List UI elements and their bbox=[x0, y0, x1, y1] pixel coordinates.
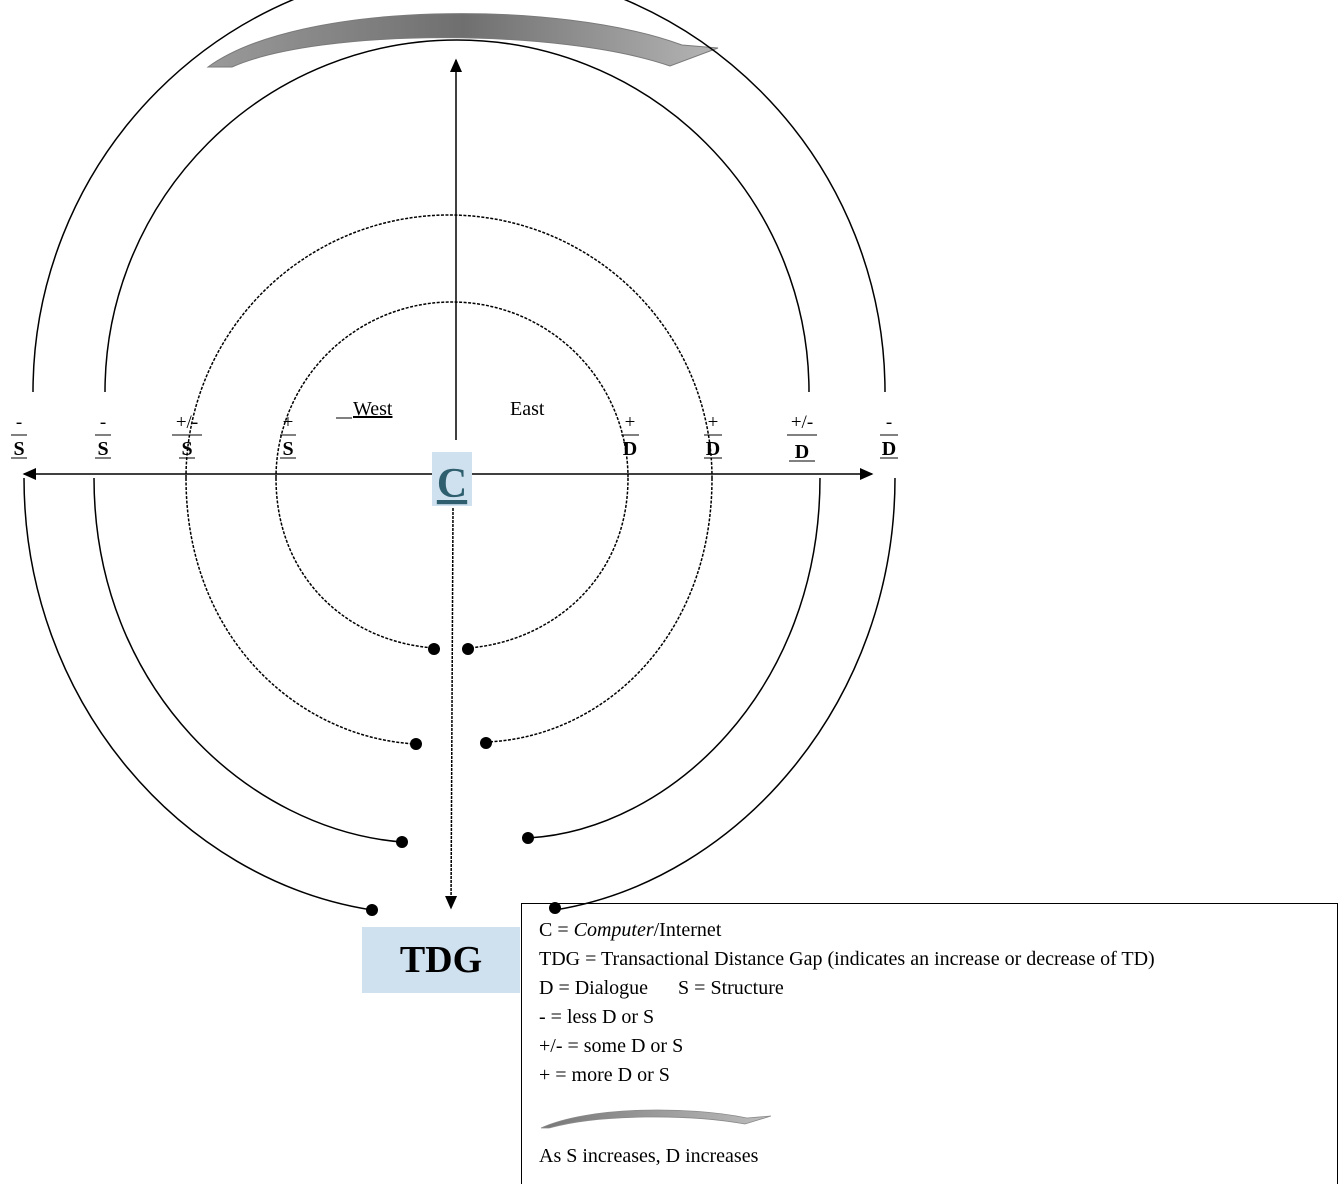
endpoint-dot bbox=[549, 902, 561, 914]
svg-text:-: - bbox=[16, 412, 22, 433]
svg-text:+/-: +/- bbox=[176, 412, 198, 433]
axis-label-east-2: + D bbox=[704, 412, 722, 460]
ring-second-left-tail bbox=[93, 477, 403, 843]
axis-label-east-4: - D bbox=[880, 412, 898, 460]
svg-text:D: D bbox=[623, 438, 637, 460]
svg-text:+/-: +/- bbox=[791, 412, 813, 433]
ring-outer-right-tail bbox=[554, 477, 896, 911]
center-box bbox=[432, 452, 472, 506]
ring-outer bbox=[32, 0, 886, 393]
legend-d-s: D = Dialogue S = Structure bbox=[539, 977, 784, 999]
legend-arrow-row bbox=[539, 1090, 1337, 1142]
axis-label-west-4: + S bbox=[280, 412, 296, 460]
svg-text:+: + bbox=[283, 412, 294, 433]
endpoint-dot bbox=[366, 904, 378, 916]
ring-third-left-tail bbox=[185, 477, 417, 745]
svg-text:+: + bbox=[708, 412, 719, 433]
axis-label-west-2: - S bbox=[95, 412, 111, 460]
legend-more: + = more D or S bbox=[539, 1064, 670, 1086]
legend-less: - = less D or S bbox=[539, 1006, 655, 1028]
svg-text:-: - bbox=[886, 412, 892, 433]
svg-text:+: + bbox=[625, 412, 636, 433]
svg-text:S: S bbox=[13, 438, 24, 460]
ring-inner bbox=[275, 301, 629, 479]
endpoint-dot bbox=[462, 643, 474, 655]
ring-second-right-tail bbox=[527, 477, 821, 839]
west-label: West bbox=[353, 398, 393, 420]
rotation-arrow-icon bbox=[206, 13, 719, 68]
svg-text:S: S bbox=[97, 438, 108, 460]
ring-third bbox=[185, 214, 713, 479]
svg-text:D: D bbox=[882, 438, 896, 460]
legend-some: +/- = some D or S bbox=[539, 1035, 684, 1057]
axis-label-east-1: + D bbox=[621, 412, 639, 460]
ring-outer-left-tail bbox=[23, 477, 373, 911]
endpoint-dot bbox=[480, 737, 492, 749]
vertical-axis-down bbox=[445, 507, 458, 910]
legend-box: C = Computer/Internet TDG = Transactiona… bbox=[521, 903, 1338, 1184]
tdg-label: TDG bbox=[362, 927, 520, 993]
endpoint-dot bbox=[410, 738, 422, 750]
svg-text:S: S bbox=[181, 438, 192, 460]
svg-text:-: - bbox=[100, 412, 106, 433]
svg-text:D: D bbox=[795, 441, 809, 463]
ring-third-right-tail bbox=[485, 477, 713, 743]
endpoint-dot bbox=[396, 836, 408, 848]
ring-second bbox=[104, 39, 810, 393]
legend-c: C = Computer/Internet bbox=[539, 919, 722, 941]
legend-arrow-note: As S increases, D increases bbox=[539, 1145, 759, 1167]
svg-text:D: D bbox=[706, 438, 720, 460]
svg-text:S: S bbox=[282, 438, 293, 460]
endpoint-dot bbox=[428, 643, 440, 655]
center-label: C bbox=[437, 461, 467, 507]
axis-label-east-3: +/- D bbox=[787, 412, 817, 463]
endpoint-dot bbox=[522, 832, 534, 844]
legend-tdg: TDG = Transactional Distance Gap (indica… bbox=[539, 948, 1155, 970]
axis-label-west-1: - S bbox=[11, 412, 27, 460]
legend-arrow-icon bbox=[540, 1109, 772, 1129]
ring-inner-right-tail bbox=[467, 477, 629, 649]
east-label: East bbox=[510, 398, 545, 420]
axis-label-west-3: +/- S bbox=[172, 412, 202, 460]
ring-inner-left-tail bbox=[275, 477, 435, 649]
